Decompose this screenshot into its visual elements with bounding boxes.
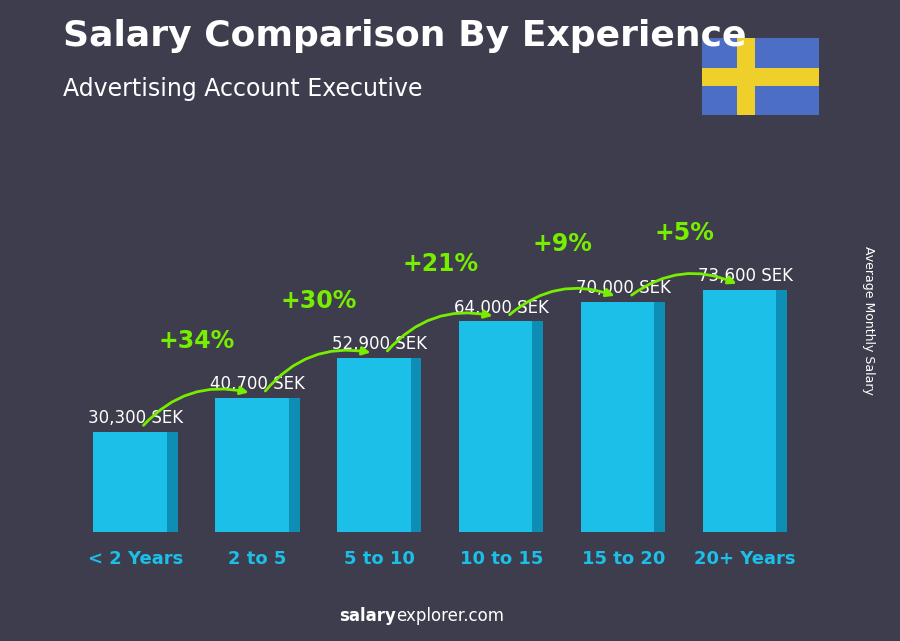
Text: +21%: +21% <box>402 252 479 276</box>
Text: 73,600 SEK: 73,600 SEK <box>698 267 793 285</box>
Text: Average Monthly Salary: Average Monthly Salary <box>862 246 875 395</box>
Text: 64,000 SEK: 64,000 SEK <box>454 299 549 317</box>
Polygon shape <box>654 302 665 532</box>
Text: 52,900 SEK: 52,900 SEK <box>332 335 427 353</box>
Text: +34%: +34% <box>158 329 235 353</box>
Polygon shape <box>702 38 819 115</box>
Text: 70,000 SEK: 70,000 SEK <box>576 279 670 297</box>
Polygon shape <box>702 68 819 86</box>
Polygon shape <box>737 38 754 115</box>
Polygon shape <box>703 290 777 532</box>
Text: Salary Comparison By Experience: Salary Comparison By Experience <box>63 19 746 53</box>
Polygon shape <box>166 432 177 532</box>
Polygon shape <box>459 321 533 532</box>
Text: 30,300 SEK: 30,300 SEK <box>88 410 183 428</box>
Text: +30%: +30% <box>280 288 356 313</box>
Text: salary: salary <box>339 607 396 625</box>
Text: 40,700 SEK: 40,700 SEK <box>210 375 305 393</box>
Polygon shape <box>533 321 544 532</box>
Text: explorer.com: explorer.com <box>396 607 504 625</box>
Polygon shape <box>94 432 166 532</box>
Polygon shape <box>215 398 289 532</box>
Text: 15 to 20: 15 to 20 <box>581 549 665 567</box>
Polygon shape <box>581 302 654 532</box>
Text: < 2 Years: < 2 Years <box>88 549 184 567</box>
Polygon shape <box>338 358 410 532</box>
Polygon shape <box>777 290 788 532</box>
Text: +5%: +5% <box>654 221 715 245</box>
Text: 2 to 5: 2 to 5 <box>229 549 287 567</box>
Text: +9%: +9% <box>533 233 592 256</box>
Polygon shape <box>410 358 421 532</box>
Text: 20+ Years: 20+ Years <box>695 549 796 567</box>
Text: 5 to 10: 5 to 10 <box>344 549 415 567</box>
Text: 10 to 15: 10 to 15 <box>460 549 543 567</box>
Text: Advertising Account Executive: Advertising Account Executive <box>63 77 422 101</box>
Polygon shape <box>289 398 300 532</box>
